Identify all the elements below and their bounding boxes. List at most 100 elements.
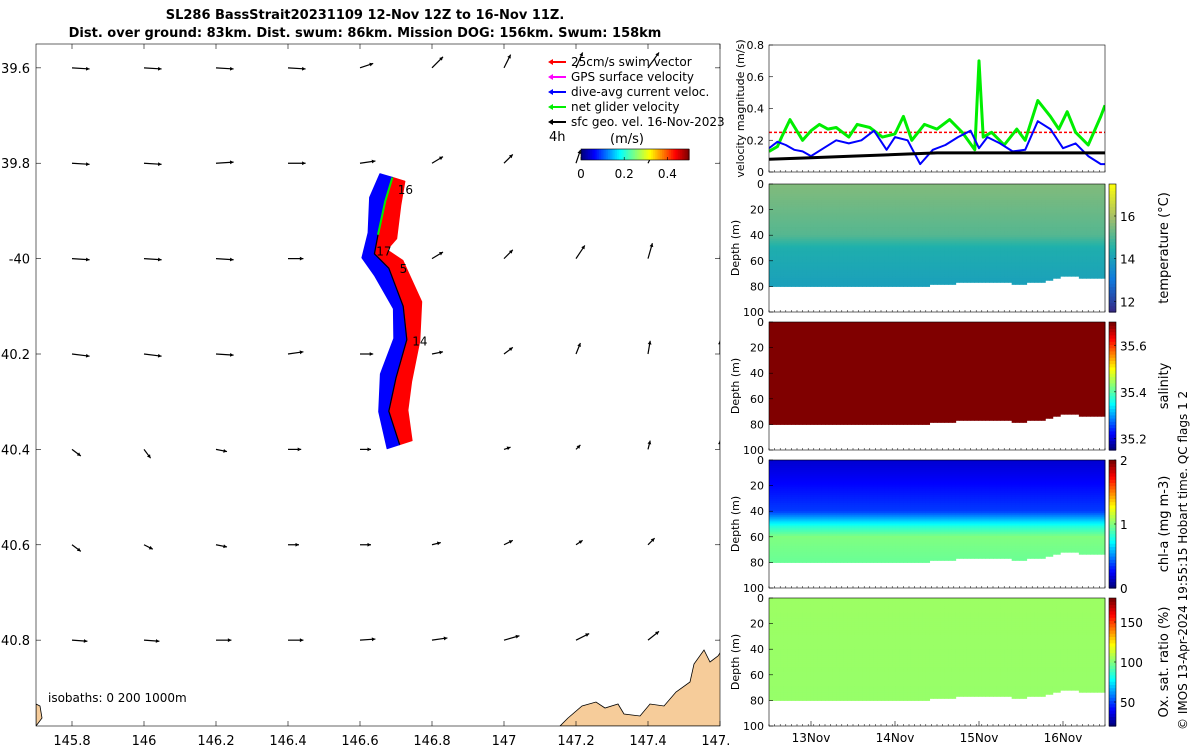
section-cell xyxy=(862,284,866,287)
section-cell xyxy=(1030,280,1034,283)
section-cell xyxy=(836,284,840,287)
section-cell xyxy=(1023,282,1027,285)
section-cell xyxy=(806,284,810,287)
section-cell xyxy=(855,284,859,287)
section-panel-salinity: 020406080100Depth (m)35.235.435.6salinit… xyxy=(729,316,1172,457)
section-cell xyxy=(1083,276,1087,279)
section-cell xyxy=(844,284,848,287)
panel-colorbar-cell xyxy=(1109,184,1116,188)
section-cell xyxy=(773,284,777,287)
section-cell xyxy=(1015,282,1019,285)
section-cell xyxy=(1071,274,1075,277)
section-cell xyxy=(788,284,792,287)
depth-tick-label: 0 xyxy=(757,178,764,191)
section-cell xyxy=(937,282,941,285)
section-cell xyxy=(900,284,904,287)
section-cell xyxy=(874,284,878,287)
section-cell xyxy=(829,284,833,287)
depth-tick-label: 60 xyxy=(750,255,764,268)
section-cell xyxy=(993,280,997,283)
section-cell xyxy=(915,284,919,287)
section-cell xyxy=(832,284,836,287)
time-series-panels: 0 0.2 0.4 0.6 0.8velocity magnitude (m/s) 02… xyxy=(0,0,1200,750)
section-cell xyxy=(870,284,874,287)
section-cell xyxy=(1068,274,1072,277)
section-cell xyxy=(780,284,784,287)
velocity-y-axis-label: velocity magnitude (m/s) xyxy=(734,39,747,177)
section-cell xyxy=(784,284,788,287)
section-cell xyxy=(926,284,930,287)
velocity-y-tick-label: 0.8 xyxy=(747,39,765,52)
section-cell xyxy=(840,284,844,287)
section-cell xyxy=(986,280,990,283)
velocity-y-tick-label: 0.2 xyxy=(747,134,765,147)
depth-tick-label: 40 xyxy=(750,229,764,242)
section-cell xyxy=(982,280,986,283)
section-cell xyxy=(907,284,911,287)
section-cell xyxy=(877,284,881,287)
section-cell xyxy=(1019,282,1023,285)
section-cell xyxy=(903,284,907,287)
panel-colorbar-tick-label: 16 xyxy=(1120,210,1135,224)
section-cell xyxy=(922,284,926,287)
section-cell xyxy=(814,284,818,287)
section-cell xyxy=(1034,280,1038,283)
section-cell xyxy=(859,284,863,287)
section-cell xyxy=(911,284,915,287)
velocity-y-tick-label: 0.4 xyxy=(747,103,765,116)
section-cell xyxy=(773,422,777,425)
section-cell xyxy=(1045,278,1049,281)
section-cell xyxy=(825,284,829,287)
section-cell xyxy=(795,284,799,287)
section-cell xyxy=(918,284,922,287)
section-cell xyxy=(1004,280,1008,283)
section-cell xyxy=(1027,280,1031,283)
section-cell xyxy=(1053,276,1057,279)
section-cell xyxy=(1094,276,1098,279)
panel-colorbar-tick-label: 14 xyxy=(1120,253,1135,267)
section-cell xyxy=(989,280,993,283)
section-cell xyxy=(1079,276,1083,279)
section-cell xyxy=(1060,274,1064,277)
section-cell xyxy=(978,280,982,283)
depth-tick-label: 80 xyxy=(750,280,764,293)
section-cell xyxy=(959,280,963,283)
section-cell xyxy=(866,284,870,287)
depth-axis-label: Depth (m) xyxy=(729,220,742,276)
section-cell xyxy=(821,284,825,287)
panel-colorbar-label: temperature (°C) xyxy=(1157,192,1172,304)
section-cell xyxy=(967,280,971,283)
section-cell xyxy=(1000,280,1004,283)
geostrophic-speed-line xyxy=(769,153,1105,159)
section-cell xyxy=(1090,276,1094,279)
section-cell xyxy=(1012,282,1016,285)
section-cell xyxy=(1038,280,1042,283)
section-cell xyxy=(956,280,960,283)
section-cell xyxy=(971,280,975,283)
net-glider-speed-line xyxy=(769,61,1105,151)
section-cell xyxy=(948,282,952,285)
section-cell xyxy=(930,282,934,285)
section-cell xyxy=(941,282,945,285)
velocity-y-tick-label: 0.6 xyxy=(747,71,765,84)
section-cell xyxy=(851,284,855,287)
section-cell xyxy=(1086,276,1090,279)
section-cell xyxy=(803,284,807,287)
section-cell xyxy=(1098,276,1102,279)
section-cell xyxy=(881,284,885,287)
section-cell xyxy=(1049,278,1053,281)
section-cell xyxy=(1056,276,1060,279)
section-cell xyxy=(1008,280,1012,283)
section-cell xyxy=(1042,280,1046,283)
section-cell xyxy=(791,284,795,287)
depth-tick-label: 20 xyxy=(750,204,764,217)
section-cell xyxy=(974,280,978,283)
panel-colorbar-tick-label: 12 xyxy=(1120,295,1135,309)
section-cell xyxy=(896,284,900,287)
section-cell xyxy=(892,284,896,287)
section-cell xyxy=(810,284,814,287)
section-cell xyxy=(997,280,1001,283)
section-cell xyxy=(776,284,780,287)
section-cell xyxy=(847,284,851,287)
